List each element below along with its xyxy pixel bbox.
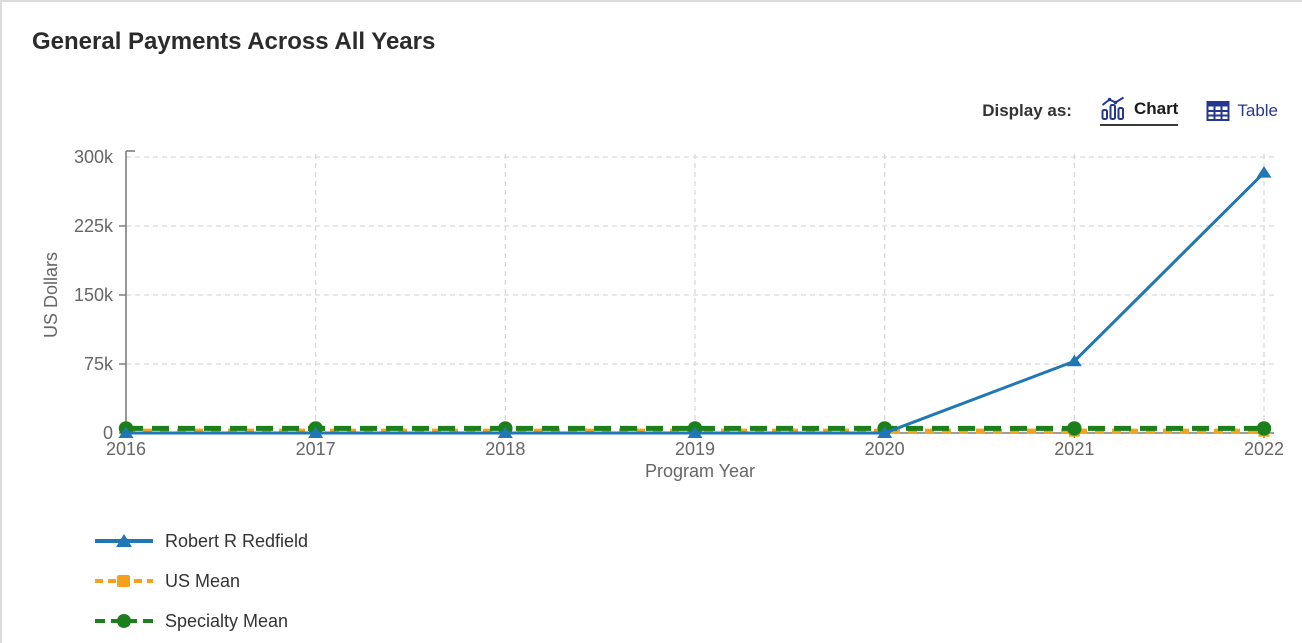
svg-text:2019: 2019 [675, 439, 715, 459]
legend-item-us-mean: US Mean [95, 570, 308, 592]
axis-labels: 0 75k 150k 225k 300k 2016 2017 2018 2019 2020 2021… [41, 147, 1284, 481]
triangle-line-swatch [95, 534, 153, 547]
bar-chart-icon [1100, 96, 1127, 121]
series-specialty-mean [118, 421, 1272, 436]
legend-item-robert-r-redfield: Robert R Redfield [95, 530, 308, 552]
display-as-toggle: Display as: Chart [982, 96, 1278, 126]
svg-text:150k: 150k [74, 285, 114, 305]
square-line-swatch [95, 575, 153, 587]
svg-text:300k: 300k [74, 147, 114, 167]
legend-label: Specialty Mean [165, 610, 289, 631]
axes [119, 150, 1274, 438]
display-as-chart-option[interactable]: Chart [1099, 96, 1179, 126]
svg-text:2021: 2021 [1054, 439, 1094, 459]
display-as-table-option[interactable]: Table [1206, 100, 1278, 122]
chart-legend: Robert R Redfield US Mean Specialty Mean [95, 530, 308, 643]
svg-text:2016: 2016 [106, 439, 146, 459]
svg-text:0: 0 [103, 423, 113, 443]
display-as-chart-label: Chart [1133, 98, 1179, 118]
legend-label: Robert R Redfield [165, 530, 309, 551]
series-robert-r-redfield [118, 166, 1272, 438]
svg-text:75k: 75k [84, 354, 114, 374]
svg-text:2018: 2018 [485, 439, 525, 459]
svg-text:225k: 225k [74, 216, 114, 236]
display-as-table-label: Table [1237, 101, 1278, 120]
legend-label: US Mean [165, 570, 241, 591]
circle-line-swatch [95, 614, 153, 628]
y-axis-title: US Dollars [41, 252, 61, 338]
table-icon [1206, 100, 1230, 122]
page-title: General Payments Across All Years [32, 28, 436, 55]
gridlines [126, 154, 1274, 433]
series-us-mean [120, 425, 1270, 437]
svg-text:2017: 2017 [296, 439, 336, 459]
x-axis-title: Program Year [645, 461, 755, 481]
legend-item-specialty-mean: Specialty Mean [95, 610, 308, 632]
svg-text:2020: 2020 [865, 439, 905, 459]
svg-text:2022: 2022 [1244, 439, 1284, 459]
display-as-label: Display as: [982, 101, 1072, 120]
